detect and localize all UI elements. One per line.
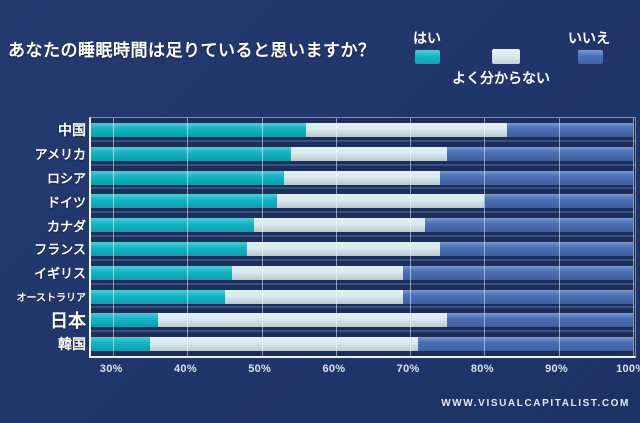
legend-swatch-no: [578, 50, 603, 64]
gridline-70: [410, 118, 412, 356]
bar-segment-dont-know: [246, 242, 440, 256]
stacked-bar: [91, 337, 635, 352]
stacked-bar: [91, 218, 635, 233]
bar-segment-no: [447, 146, 633, 161]
legend-swatch-yes: [415, 50, 440, 64]
category-label: ロシア: [46, 170, 86, 186]
bar-segment-no: [417, 337, 633, 352]
bar-segment-dont-know: [276, 194, 485, 209]
x-tick-label-80: 80%: [470, 363, 494, 375]
bar-segment-dont-know: [306, 123, 507, 137]
bar-segment-yes: [91, 337, 151, 352]
bar-segment-yes: [91, 218, 255, 233]
chart-title: あなたの睡眠時間は足りていると思いますか？: [8, 41, 376, 60]
category-label: 日本: [50, 311, 86, 332]
category-label: イギリス: [33, 266, 86, 282]
bar-segment-no: [402, 289, 633, 304]
stacked-bar: [91, 146, 635, 161]
bar-segment-yes: [91, 289, 225, 304]
bar-segment-yes: [91, 123, 307, 137]
x-tick-label-50: 50%: [248, 363, 272, 375]
bar-segment-dont-know: [254, 218, 425, 233]
stacked-bar: [91, 123, 635, 137]
gridline-100: [632, 118, 634, 356]
gridline-30: [113, 118, 115, 356]
legend-label-yes: はい: [413, 30, 441, 46]
category-label: 韓国: [58, 336, 86, 353]
bar-segment-no: [447, 313, 633, 328]
legend-swatch-dont-know: [492, 49, 520, 64]
stacked-bar: [91, 242, 635, 256]
x-tick-label-40: 40%: [174, 363, 197, 375]
stacked-bar: [91, 265, 635, 280]
bar-segment-no: [439, 170, 633, 185]
bar-segment-no: [506, 123, 633, 137]
legend-label-dont-know: よく分からない: [452, 70, 550, 86]
x-tick-label-70: 70%: [396, 363, 420, 375]
bar-row-6: フランス: [34, 237, 635, 261]
bar-segment-yes: [91, 265, 232, 280]
x-tick-label-60: 60%: [322, 363, 346, 375]
stacked-bar: [91, 313, 635, 328]
category-label: 中国: [58, 121, 86, 138]
bar-row-10: 韓国: [58, 332, 635, 356]
bar-segment-no: [484, 194, 633, 209]
x-axis: 30% 40% 50% 60% 70% 80% 90% 100%: [89, 363, 640, 383]
bar-segment-dont-know: [283, 170, 440, 185]
plot-area: 中国アメリカロシアドイツカナダフランスイギリスオーストラリア日本韓国: [17, 117, 636, 358]
bar-segment-yes: [91, 313, 158, 328]
gridline-40: [187, 118, 189, 356]
category-label: ドイツ: [46, 194, 86, 210]
bar-row-1: 中国: [58, 118, 635, 142]
bar-segment-no: [402, 265, 633, 280]
x-tick-label-100: 100%: [616, 363, 640, 375]
gridline-80: [484, 118, 486, 356]
bar-segment-yes: [91, 146, 292, 161]
x-tick-label-90: 90%: [545, 363, 569, 375]
x-tick-label-30: 30%: [99, 363, 123, 375]
gridline-60: [335, 118, 337, 356]
gridline-90: [558, 118, 560, 356]
gridline-50: [261, 118, 263, 356]
bar-row-4: ドイツ: [47, 189, 635, 213]
bar-segment-yes: [91, 194, 277, 209]
bar-segment-dont-know: [157, 313, 448, 328]
bar-row-5: カナダ: [47, 213, 635, 237]
bar-segment-dont-know: [150, 337, 418, 352]
stacked-bar: [91, 289, 635, 304]
category-label: アメリカ: [34, 147, 86, 163]
bar-row-2: アメリカ: [35, 142, 635, 166]
bar-segment-dont-know: [291, 146, 448, 161]
bar-segment-dont-know: [232, 265, 403, 280]
bar-row-7: イギリス: [34, 261, 635, 285]
category-label: カナダ: [46, 218, 86, 234]
stacked-bar: [91, 194, 635, 209]
bar-segment-no: [424, 218, 633, 233]
source-credit: WWW.VISUALCAPITALIST.COM: [441, 398, 630, 409]
bar-row-9: 日本: [50, 308, 635, 332]
bar-segment-dont-know: [224, 289, 403, 304]
bar-row-8: オーストラリア: [17, 285, 635, 309]
bar-segment-no: [439, 242, 633, 256]
bar-row-3: ロシア: [47, 166, 635, 190]
category-label: オーストラリア: [16, 292, 87, 304]
legend-label-no: いいえ: [568, 30, 610, 46]
bar-segment-yes: [91, 242, 247, 256]
category-label: フランス: [34, 242, 86, 258]
stacked-bar: [91, 170, 635, 185]
